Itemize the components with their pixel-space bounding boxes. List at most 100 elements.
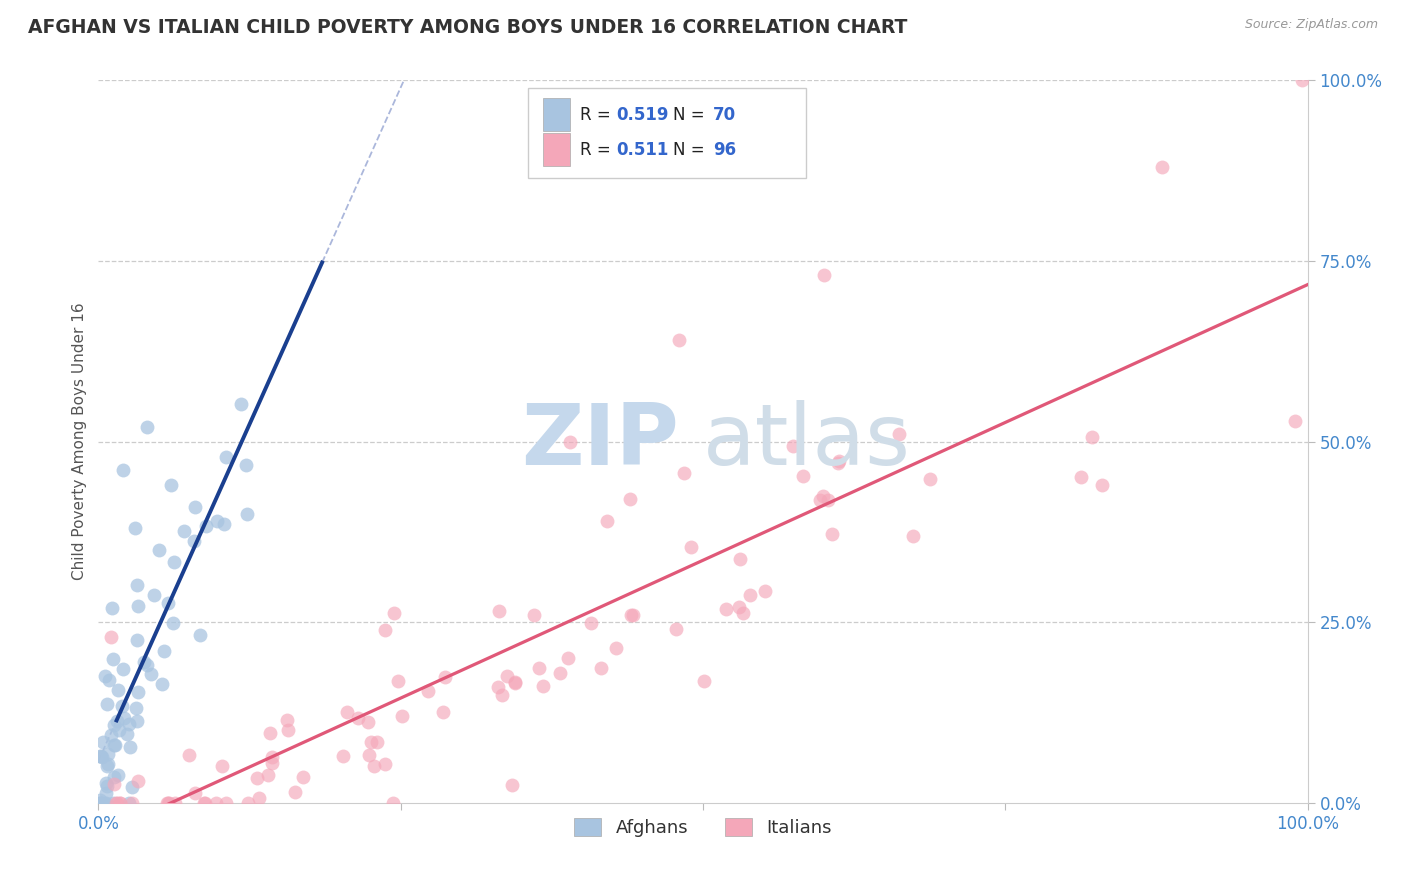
Point [259,725,281,739]
Point [107,768,129,782]
Point [668,334,690,348]
Point [1091,478,1114,492]
Point [105,796,128,810]
Point [681,540,703,554]
Point [728,599,751,614]
Point [579,615,602,630]
Point [920,472,942,486]
Point [434,670,457,684]
Point [235,458,257,473]
Point [89,796,111,810]
Point [108,723,131,738]
Point [238,796,260,810]
Point [148,542,170,557]
Point [127,685,149,699]
Point [665,622,688,636]
Point [105,714,128,729]
Point [89,796,111,810]
Point [488,604,510,618]
Point [125,700,148,714]
Point [100,728,122,742]
Point [103,718,125,732]
Text: N =: N = [672,141,710,159]
Text: AFGHAN VS ITALIAN CHILD POVERTY AMONG BOYS UNDER 16 CORRELATION CHART: AFGHAN VS ITALIAN CHILD POVERTY AMONG BO… [28,18,907,37]
Point [118,717,141,731]
Point [673,466,696,480]
Point [177,748,200,763]
Point [100,630,122,644]
Point [336,705,359,719]
Point [136,657,159,672]
Point [162,615,184,630]
Point [195,519,218,533]
Point [740,588,762,602]
Point [277,723,299,737]
Point [117,727,139,741]
Text: R =: R = [579,141,616,159]
Point [503,675,526,690]
Point [782,439,804,453]
Point [160,478,183,492]
Point [143,588,166,602]
Point [101,796,124,810]
Point [118,739,141,754]
Point [135,420,157,434]
Text: ZIP: ZIP [522,400,679,483]
Point [276,713,298,727]
Point [125,577,148,591]
Point [104,738,127,752]
Text: 70: 70 [713,106,735,124]
Point [256,767,278,781]
Point [96,779,118,793]
Point [89,793,111,807]
Point [903,529,925,543]
Point [214,517,236,532]
Point [89,748,111,763]
Point [733,606,755,620]
Point [558,434,581,449]
Point [1081,429,1104,443]
Text: 0.511: 0.511 [616,141,668,159]
Text: N =: N = [672,106,710,124]
Point [619,492,641,507]
Point [157,596,180,610]
Point [359,747,381,762]
Point [1070,470,1092,484]
Point [91,734,114,748]
Point [96,786,118,800]
Point [820,527,842,541]
Point [94,775,117,789]
Point [808,493,831,508]
Point [215,450,238,464]
Point [503,674,526,689]
Point [260,750,283,764]
Point [501,778,523,792]
Point [596,514,619,528]
Point [165,796,187,810]
Point [103,777,125,791]
Point [360,734,382,748]
Point [188,628,211,642]
Point [432,706,454,720]
Point [491,688,513,702]
Point [247,791,270,805]
Point [716,602,738,616]
Point [211,759,233,773]
Point [121,780,143,794]
Point [125,632,148,647]
Point [495,669,517,683]
Point [127,599,149,613]
Point [621,608,644,623]
Point [1152,160,1174,174]
Point [523,607,546,622]
Point [150,677,173,691]
Point [533,679,555,693]
Point [204,796,226,810]
Point [184,786,207,800]
Text: R =: R = [579,106,616,124]
Point [381,796,404,810]
Point [332,748,354,763]
Point [94,796,117,810]
Point [1284,414,1306,428]
Point [111,463,134,477]
